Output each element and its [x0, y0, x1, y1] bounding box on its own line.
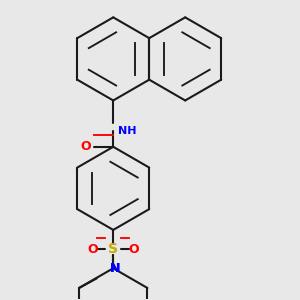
Text: O: O — [80, 140, 91, 153]
Text: S: S — [108, 242, 118, 256]
Text: O: O — [129, 243, 139, 256]
Text: N: N — [110, 262, 120, 275]
Text: N: N — [110, 262, 120, 275]
Text: N: N — [110, 262, 120, 275]
Text: O: O — [87, 243, 98, 256]
Text: NH: NH — [118, 126, 136, 136]
